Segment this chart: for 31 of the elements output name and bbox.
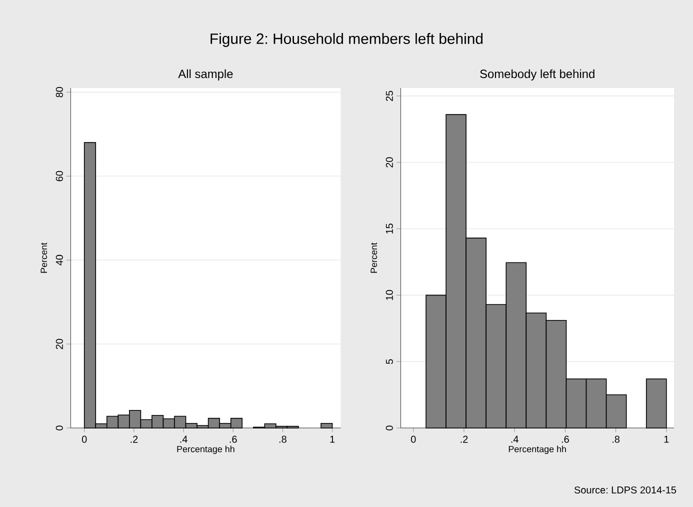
x-axis-title: Percentage hh	[177, 446, 234, 454]
y-tick-label: 20	[386, 157, 393, 168]
x-tick-label: .4	[511, 436, 518, 443]
caption: Figure 2: Household members left behind	[210, 33, 483, 47]
chart-title: All sample	[178, 69, 233, 80]
y-tick-label: 0	[56, 426, 63, 430]
x-tick-label: .8	[612, 436, 620, 443]
y-tick-label: 15	[386, 224, 393, 234]
x-tick-label: 1	[664, 436, 669, 443]
y-tick-label: 10	[386, 290, 393, 300]
y-tick-label: 60	[56, 170, 63, 182]
y-tick-label: 5	[386, 359, 393, 364]
chart-title: Somebody left behind	[480, 69, 594, 80]
y-axis-title: Percent	[40, 242, 48, 273]
y-tick-label: 25	[386, 90, 393, 101]
x-tick-label: 0	[410, 436, 416, 443]
x-tick-label: 0	[82, 436, 87, 443]
y-tick-label: 40	[56, 254, 63, 266]
y-tick-label: 80	[56, 87, 63, 98]
x-tick-label: .6	[230, 436, 237, 443]
x-tick-label: .4	[180, 436, 188, 443]
source-note: Source: LDPS 2014-15	[574, 486, 676, 494]
x-tick-label: .8	[279, 436, 286, 443]
x-tick-label: .6	[562, 436, 569, 443]
y-axis-title: Percent	[370, 242, 378, 273]
x-axis-title: Percentage hh	[508, 446, 566, 454]
x-tick-label: 1	[330, 436, 335, 443]
y-tick-label: 20	[56, 338, 63, 350]
x-tick-label: .2	[130, 436, 138, 443]
x-tick-label: .2	[460, 436, 468, 443]
y-tick-label: 0	[386, 426, 393, 430]
